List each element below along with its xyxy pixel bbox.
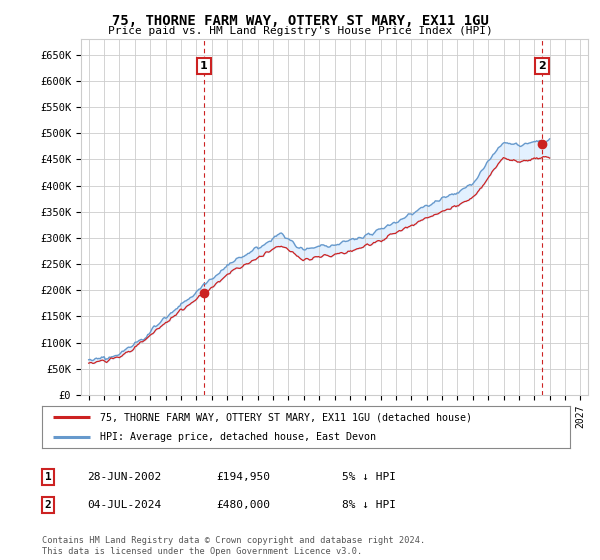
Text: 1: 1: [44, 472, 52, 482]
Text: Contains HM Land Registry data © Crown copyright and database right 2024.
This d: Contains HM Land Registry data © Crown c…: [42, 536, 425, 556]
Text: 2: 2: [538, 61, 546, 71]
Text: 04-JUL-2024: 04-JUL-2024: [87, 500, 161, 510]
Text: 75, THORNE FARM WAY, OTTERY ST MARY, EX11 1GU (detached house): 75, THORNE FARM WAY, OTTERY ST MARY, EX1…: [100, 412, 472, 422]
Text: £194,950: £194,950: [216, 472, 270, 482]
Text: 8% ↓ HPI: 8% ↓ HPI: [342, 500, 396, 510]
Text: 1: 1: [200, 61, 208, 71]
Text: 2: 2: [44, 500, 52, 510]
Text: HPI: Average price, detached house, East Devon: HPI: Average price, detached house, East…: [100, 432, 376, 442]
Text: £480,000: £480,000: [216, 500, 270, 510]
Text: Price paid vs. HM Land Registry's House Price Index (HPI): Price paid vs. HM Land Registry's House …: [107, 26, 493, 36]
Text: 28-JUN-2002: 28-JUN-2002: [87, 472, 161, 482]
Text: 5% ↓ HPI: 5% ↓ HPI: [342, 472, 396, 482]
Text: 75, THORNE FARM WAY, OTTERY ST MARY, EX11 1GU: 75, THORNE FARM WAY, OTTERY ST MARY, EX1…: [112, 14, 488, 28]
